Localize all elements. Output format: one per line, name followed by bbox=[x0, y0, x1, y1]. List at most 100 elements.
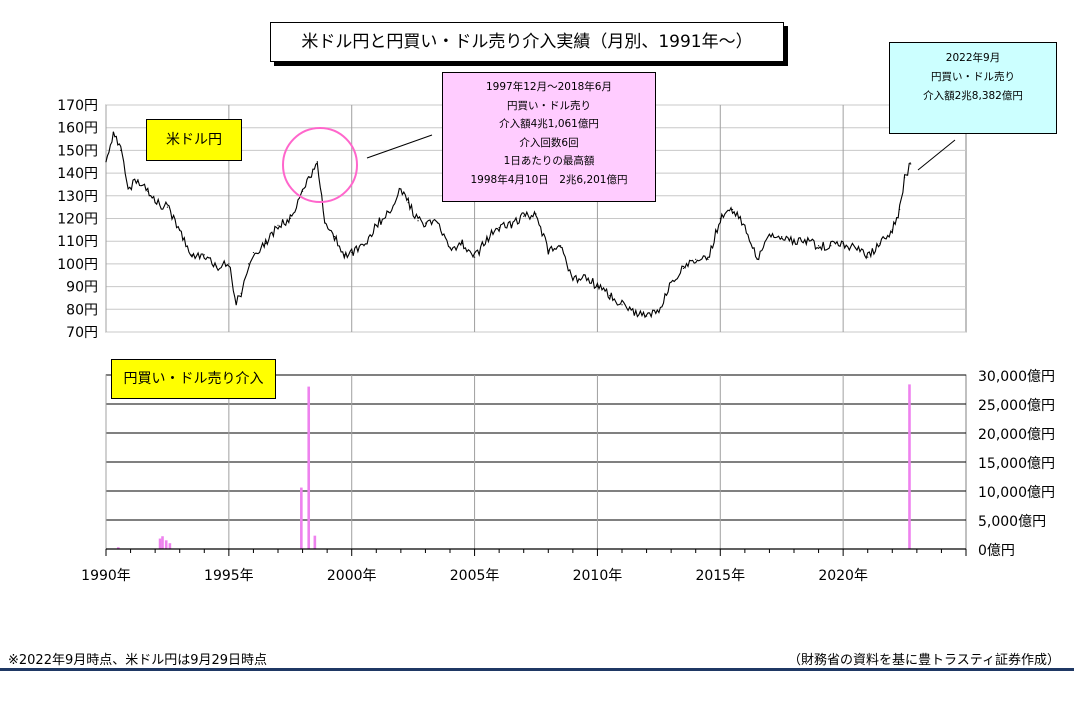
usd-jpy-point bbox=[682, 267, 685, 270]
usd-jpy-point bbox=[707, 258, 709, 260]
usd-jpy-point bbox=[559, 245, 562, 247]
callout-1998-line-4: 介入回数6回 bbox=[519, 136, 579, 149]
usd-jpy-point bbox=[437, 222, 439, 224]
usd-jpy-point bbox=[301, 190, 304, 192]
intervention-bar bbox=[168, 543, 172, 549]
exchange-rate-series bbox=[105, 131, 912, 319]
usd-jpy-point bbox=[407, 202, 409, 204]
callout-1998-line-6: 1998年4月10日 2兆6,201億円 bbox=[470, 173, 628, 186]
y-tick-label: 90円 bbox=[66, 280, 98, 296]
usd-jpy-point bbox=[424, 222, 427, 224]
usd-jpy-point bbox=[400, 188, 402, 190]
usd-jpy-point bbox=[633, 313, 635, 315]
usd-jpy-point bbox=[768, 233, 771, 235]
usd-jpy-point bbox=[277, 224, 279, 226]
usd-jpy-point bbox=[203, 254, 205, 256]
x-tick-label: 2005年 bbox=[450, 568, 500, 584]
usd-jpy-point bbox=[719, 217, 721, 220]
y-tick-label: 110円 bbox=[57, 234, 98, 250]
callout-1998-line-2: 円買い・ドル売り bbox=[507, 99, 591, 112]
intervention-bar bbox=[908, 384, 911, 549]
year-x-axis: 1990年 1995年 2000年 2005年 2010年 2015年 2020年 bbox=[81, 548, 967, 584]
y-tick-label: 5,000億円 bbox=[978, 514, 1046, 530]
usd-jpy-point bbox=[805, 240, 807, 242]
usd-jpy-point bbox=[486, 238, 488, 240]
usd-jpy-point bbox=[658, 310, 660, 313]
intervention-bar bbox=[164, 540, 168, 549]
callout-2022-line-1: 2022年9月 bbox=[945, 52, 1001, 64]
usd-jpy-line bbox=[105, 131, 911, 319]
usd-jpy-point bbox=[523, 215, 525, 217]
usd-jpy-point bbox=[498, 226, 500, 229]
usd-jpy-point bbox=[166, 206, 169, 208]
y-tick-label: 100円 bbox=[57, 257, 98, 273]
usd-jpy-point bbox=[879, 242, 881, 245]
usd-jpy-point bbox=[596, 286, 599, 288]
usd-jpy-point bbox=[333, 236, 336, 238]
usd-jpy-point bbox=[842, 242, 844, 245]
callout-1998-line-3: 介入額4兆1,061億円 bbox=[499, 118, 599, 130]
intervention-bar bbox=[161, 536, 164, 549]
usd-jpy-point bbox=[867, 256, 869, 258]
highlight-circle-1998 bbox=[282, 127, 358, 203]
usd-jpy-point bbox=[572, 279, 574, 281]
intervention-bar bbox=[313, 535, 317, 549]
usd-jpy-point bbox=[461, 242, 463, 245]
callout-2022-line-2: 円買い・ドル売り bbox=[931, 71, 1015, 83]
usd-jpy-point bbox=[252, 251, 255, 254]
intervention-y-axis: 0億円 5,000億円 10,000億円 15,000億円 20,000億円 25,000… bbox=[978, 369, 1055, 559]
usd-jpy-point bbox=[137, 179, 139, 181]
y-tick-label: 0億円 bbox=[978, 543, 1015, 559]
y-tick-label: 150円 bbox=[57, 143, 98, 159]
callout-2022-intervention: 2022年9月 円買い・ドル売り 介入額2兆8,382億円 bbox=[889, 42, 1057, 134]
y-tick-label: 120円 bbox=[57, 212, 98, 228]
usd-jpy-point bbox=[621, 304, 623, 306]
callout-pointer-2022 bbox=[917, 139, 956, 171]
y-tick-label: 160円 bbox=[57, 121, 98, 137]
usd-jpy-point bbox=[645, 315, 648, 317]
usd-jpy-point bbox=[105, 161, 107, 163]
y-tick-label: 20,000億円 bbox=[978, 427, 1055, 443]
usd-jpy-point bbox=[899, 208, 901, 211]
y-tick-label: 140円 bbox=[57, 166, 98, 182]
intervention-series-label: 円買い・ドル売り介入 bbox=[111, 359, 276, 399]
usd-jpy-point bbox=[120, 149, 122, 151]
usd-jpy-point bbox=[910, 163, 912, 165]
y-tick-label: 30,000億円 bbox=[978, 369, 1055, 385]
usd-jpy-point bbox=[309, 177, 311, 179]
usd-jpy-point bbox=[343, 254, 345, 256]
y-tick-label: 80円 bbox=[66, 302, 98, 318]
callout-1998-line-1: 1997年12月～2018年6月 bbox=[486, 81, 612, 93]
y-tick-label: 10,000億円 bbox=[978, 485, 1055, 501]
usd-jpy-point bbox=[289, 217, 291, 220]
intervention-bar bbox=[307, 386, 311, 549]
usd-jpy-point bbox=[535, 213, 537, 215]
usd-jpy-point bbox=[247, 263, 250, 265]
usd-jpy-point bbox=[127, 188, 129, 190]
exchange-rate-y-axis: 70円 80円 90円 100円 110円 120円 130円 140円 150円 160円 170… bbox=[57, 98, 98, 341]
intervention-gridlines bbox=[105, 374, 966, 550]
x-tick-label: 1995年 bbox=[204, 568, 254, 584]
x-tick-label: 2015年 bbox=[695, 568, 745, 584]
usd-jpy-point bbox=[510, 224, 513, 226]
usd-jpy-point bbox=[793, 240, 795, 242]
usd-jpy-point bbox=[731, 208, 734, 211]
usd-jpy-point bbox=[584, 274, 586, 276]
usd-jpy-point bbox=[228, 263, 230, 265]
usd-jpy-point bbox=[547, 249, 549, 251]
chart-title: 米ドル円と円買い・ドル売り介入実績（月別、1991年～） bbox=[270, 22, 784, 62]
usd-jpy-point bbox=[154, 202, 156, 204]
intervention-bar bbox=[300, 487, 303, 549]
usd-jpy-point bbox=[112, 131, 114, 133]
y-tick-label: 130円 bbox=[57, 189, 98, 205]
usd-jpy-point bbox=[417, 220, 419, 222]
usd-jpy-point bbox=[609, 295, 611, 297]
x-tick-label: 1990年 bbox=[81, 568, 131, 584]
intervention-bar bbox=[116, 547, 120, 549]
bottom-rule bbox=[0, 668, 1074, 671]
usd-jpy-point bbox=[324, 222, 326, 224]
usd-jpy-point bbox=[830, 245, 832, 247]
usd-jpy-point bbox=[265, 242, 267, 245]
usd-jpy-point bbox=[670, 281, 672, 283]
usd-jpy-point bbox=[351, 251, 353, 254]
